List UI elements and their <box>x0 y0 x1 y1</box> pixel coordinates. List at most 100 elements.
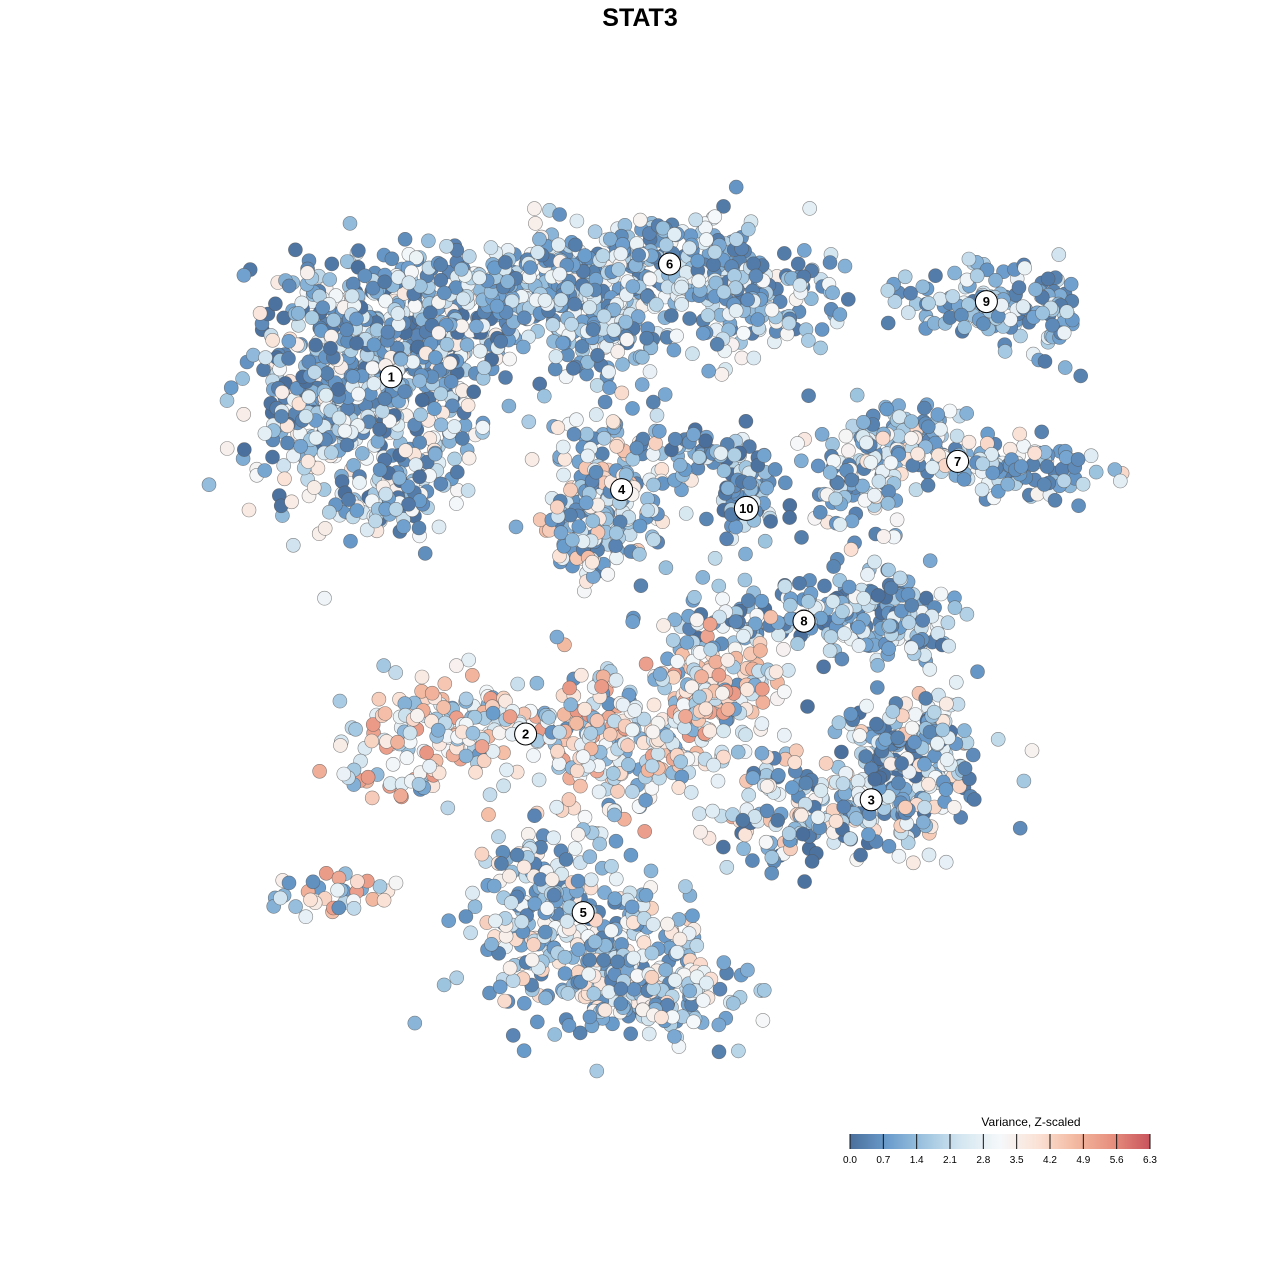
cell-point <box>920 477 936 493</box>
cell-point <box>391 470 407 486</box>
cell-point <box>782 498 798 513</box>
cell-point <box>838 428 854 444</box>
cell-point <box>618 314 634 330</box>
cell-point <box>549 629 565 645</box>
cell-point <box>405 354 421 370</box>
cell-point <box>317 590 332 606</box>
cell-point <box>639 330 654 346</box>
cell-point <box>497 993 513 1009</box>
cell-point <box>713 445 729 461</box>
cell-point <box>894 756 909 771</box>
cell-point <box>567 841 583 856</box>
cell-point <box>644 969 660 985</box>
cell-point <box>265 332 280 348</box>
cell-point <box>366 376 382 391</box>
cell-point <box>550 743 565 759</box>
cell-point <box>792 575 807 591</box>
cell-point <box>460 398 476 413</box>
cell-point <box>371 691 387 707</box>
cell-point <box>905 855 921 871</box>
cell-point <box>498 370 513 385</box>
cell-point <box>947 265 962 281</box>
cell-point <box>583 872 599 888</box>
cell-point <box>597 1002 613 1018</box>
cell-point <box>949 428 965 444</box>
cell-point <box>551 237 566 253</box>
cell-point <box>930 407 946 422</box>
cell-point <box>826 559 841 574</box>
cell-point <box>464 667 480 683</box>
cell-point <box>671 780 687 795</box>
cell-point <box>764 865 780 881</box>
cell-point <box>903 431 919 446</box>
cell-point <box>689 612 705 628</box>
cell-point <box>756 448 772 463</box>
cell-point <box>364 790 380 806</box>
cell-point <box>348 721 363 737</box>
cell-point <box>716 199 731 214</box>
cell-point <box>556 467 571 483</box>
cell-point <box>1040 271 1056 287</box>
cell-point <box>577 701 593 717</box>
cell-point <box>623 847 639 863</box>
cell-point <box>236 406 251 422</box>
cell-point <box>463 925 478 941</box>
cell-point <box>917 756 932 772</box>
cell-point <box>707 209 723 224</box>
cell-point <box>700 308 716 323</box>
cell-point <box>859 698 874 714</box>
cell-point <box>571 519 587 534</box>
cluster-label-text: 8 <box>800 614 807 629</box>
cell-point <box>988 272 1003 288</box>
cell-point <box>621 757 636 772</box>
cell-point <box>719 531 734 547</box>
cell-point <box>280 435 295 451</box>
cell-point <box>555 335 571 351</box>
cell-point <box>422 305 438 321</box>
cell-point <box>560 280 576 296</box>
cell-point <box>526 748 541 763</box>
cell-point <box>431 519 447 535</box>
cell-point <box>604 858 619 874</box>
cell-point <box>869 680 885 695</box>
cell-point <box>610 954 625 970</box>
cell-point <box>486 878 502 894</box>
cell-point <box>716 463 732 479</box>
cell-point <box>602 727 618 742</box>
cell-point <box>957 320 972 335</box>
cell-point <box>526 937 541 952</box>
cell-point <box>921 295 936 311</box>
cell-point <box>631 247 647 263</box>
cell-point <box>625 784 640 799</box>
cell-point <box>708 654 724 670</box>
cell-point <box>737 572 753 588</box>
cell-point <box>645 917 661 932</box>
cell-point <box>577 248 593 263</box>
cell-point <box>720 701 736 717</box>
cell-point <box>693 824 708 840</box>
cell-point <box>660 916 675 932</box>
cell-point <box>1012 820 1028 836</box>
cell-point <box>1045 317 1060 333</box>
cell-point <box>687 589 702 605</box>
cell-point <box>368 513 383 529</box>
cell-point <box>516 310 532 326</box>
cell-point <box>727 447 742 463</box>
cell-point <box>867 771 883 787</box>
cell-point <box>360 769 376 785</box>
cell-point <box>880 496 896 511</box>
cell-point <box>928 268 943 284</box>
cell-point <box>782 510 797 525</box>
legend-tick-label: 0.7 <box>876 1155 890 1166</box>
cell-point <box>344 288 360 304</box>
cell-point <box>885 704 901 719</box>
cell-point <box>916 400 932 416</box>
cell-point <box>1013 328 1028 344</box>
cluster-label-8: 8 <box>792 609 816 633</box>
cell-point <box>957 761 973 776</box>
cell-point <box>852 728 868 743</box>
cell-point <box>431 325 447 341</box>
cell-point <box>377 274 392 290</box>
cell-point <box>728 303 744 319</box>
cell-point <box>257 463 273 478</box>
